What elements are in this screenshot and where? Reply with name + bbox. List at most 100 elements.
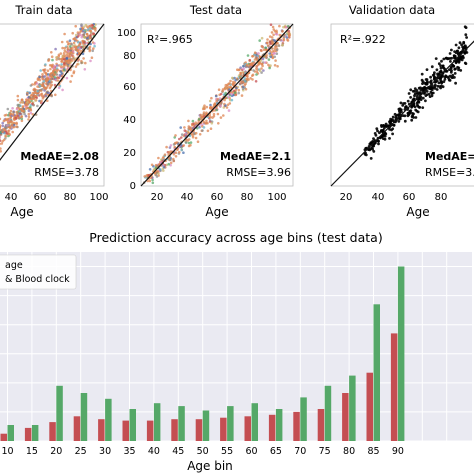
- train-point: [65, 57, 68, 60]
- train-point: [82, 33, 86, 36]
- test-point: [260, 36, 264, 40]
- test-point: [233, 81, 237, 84]
- validation-point: [412, 97, 416, 101]
- test-point: [281, 29, 284, 33]
- test-point: [273, 39, 277, 42]
- train-point: [88, 27, 92, 30]
- train-point: [78, 42, 82, 45]
- test-point: [243, 83, 246, 87]
- test-point: [272, 33, 275, 37]
- test-point: [253, 61, 256, 64]
- test-point: [261, 64, 264, 68]
- test-panel-title: Test data: [189, 3, 242, 17]
- test-point: [180, 148, 183, 152]
- test-point: [230, 92, 233, 96]
- bar-red-85: [366, 372, 373, 441]
- test-point: [193, 131, 196, 135]
- test-point: [266, 41, 269, 45]
- test-point: [243, 80, 247, 83]
- validation-point: [425, 90, 429, 93]
- validation-point: [440, 80, 443, 84]
- test-point: [269, 42, 272, 46]
- train-point: [26, 91, 29, 95]
- validation-point: [369, 141, 373, 145]
- test-point: [215, 99, 218, 103]
- train-point: [68, 54, 72, 58]
- test-point: [236, 78, 239, 81]
- train-point: [43, 89, 46, 92]
- test-point: [237, 91, 240, 95]
- train-point: [7, 134, 10, 138]
- test-point: [169, 161, 173, 165]
- train-point: [0, 125, 2, 129]
- bar-green-25: [80, 393, 88, 441]
- train-point: [82, 35, 86, 39]
- test-point: [167, 151, 171, 154]
- test-point: [274, 59, 277, 62]
- bar-red-55: [220, 417, 227, 441]
- test-point: [165, 145, 168, 149]
- test-point: [155, 175, 159, 178]
- test-ytick-40: 40: [123, 115, 136, 126]
- validation-xlabel: Age: [406, 205, 429, 219]
- test-point: [198, 125, 201, 129]
- test-point: [201, 123, 204, 126]
- validation-point: [377, 142, 380, 146]
- bar-xtick-65: 65: [270, 446, 282, 457]
- train-point: [62, 65, 65, 69]
- test-point: [242, 64, 245, 68]
- train-point: [44, 63, 47, 66]
- bar-xtick-15: 15: [26, 446, 38, 457]
- validation-point: [421, 106, 425, 109]
- train-point: [57, 86, 61, 90]
- train-point: [31, 102, 34, 105]
- train-xtick-60: 60: [34, 192, 47, 203]
- validation-point: [465, 36, 468, 39]
- test-point: [268, 52, 272, 55]
- train-point: [66, 40, 69, 44]
- bar-red-10: [0, 433, 7, 441]
- train-point: [84, 61, 87, 65]
- test-point: [240, 81, 243, 85]
- train-point: [44, 94, 48, 97]
- validation-point: [381, 137, 385, 141]
- test-point: [277, 44, 281, 47]
- bar-green-55: [227, 406, 234, 441]
- train-point: [41, 73, 44, 76]
- train-point: [76, 31, 80, 34]
- test-point: [261, 62, 264, 66]
- bar-green-80: [349, 375, 356, 441]
- train-point: [41, 88, 44, 91]
- test-point: [275, 31, 279, 34]
- bar-xtick-55: 55: [221, 446, 233, 457]
- test-point: [266, 38, 269, 41]
- validation-point: [409, 96, 412, 99]
- validation-point: [421, 96, 425, 100]
- validation-point: [407, 102, 411, 106]
- validation-point: [415, 89, 419, 92]
- train-point: [84, 23, 88, 27]
- train-point: [49, 75, 53, 78]
- train-point: [63, 32, 66, 36]
- test-point: [275, 33, 279, 36]
- bar-green-70: [300, 397, 307, 441]
- train-xlabel: Age: [10, 205, 33, 219]
- bar-xtick-85: 85: [367, 446, 379, 457]
- test-point: [202, 126, 206, 129]
- test-point: [163, 153, 167, 156]
- train-point: [28, 100, 31, 104]
- validation-point: [424, 94, 428, 97]
- test-point: [188, 127, 192, 131]
- validation-point: [391, 132, 394, 136]
- test-point: [173, 136, 176, 139]
- validation-point: [427, 92, 431, 96]
- train-xtick-40: 40: [5, 192, 18, 203]
- train-point: [15, 107, 19, 111]
- test-point: [203, 106, 206, 110]
- test-point: [241, 85, 245, 89]
- train-point: [12, 111, 15, 114]
- validation-point: [451, 63, 454, 67]
- validation-point: [424, 78, 428, 81]
- validation-point: [463, 45, 466, 48]
